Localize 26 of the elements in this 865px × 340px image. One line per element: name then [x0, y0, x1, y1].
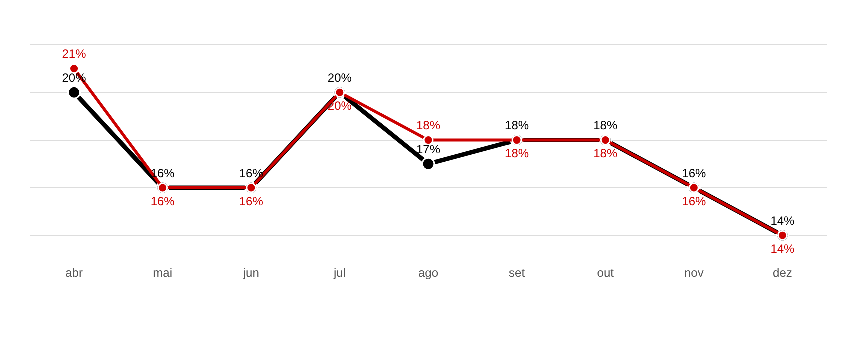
data-label: 17% — [416, 142, 441, 156]
x-tick-label: dez — [773, 266, 792, 280]
data-label: 18% — [416, 118, 441, 133]
x-tick-label: abr — [66, 266, 83, 280]
data-label: 18% — [505, 146, 530, 161]
x-tick-label: jul — [332, 266, 346, 280]
data-label: 16% — [239, 166, 264, 180]
data-label: 21% — [62, 47, 87, 62]
data-label: 14% — [770, 242, 796, 256]
x-tick-label: ago — [418, 266, 439, 280]
x-tick-label: nov — [684, 266, 704, 280]
data-label: 16% — [682, 194, 706, 208]
data-label: 16% — [150, 194, 176, 208]
x-tick-label: set — [509, 266, 526, 280]
data-label: 16% — [682, 166, 706, 180]
point — [422, 157, 436, 171]
x-tick-label: mai — [153, 266, 173, 280]
data-label: 18% — [594, 118, 618, 133]
point — [68, 86, 82, 100]
x-tick-label: jun — [242, 266, 260, 280]
data-label: 18% — [505, 118, 530, 133]
x-tick-label: out — [597, 266, 615, 280]
data-label: 14% — [770, 214, 796, 228]
data-label: 20% — [328, 70, 352, 85]
data-label: 16% — [239, 194, 264, 208]
data-label: 18% — [594, 146, 618, 161]
